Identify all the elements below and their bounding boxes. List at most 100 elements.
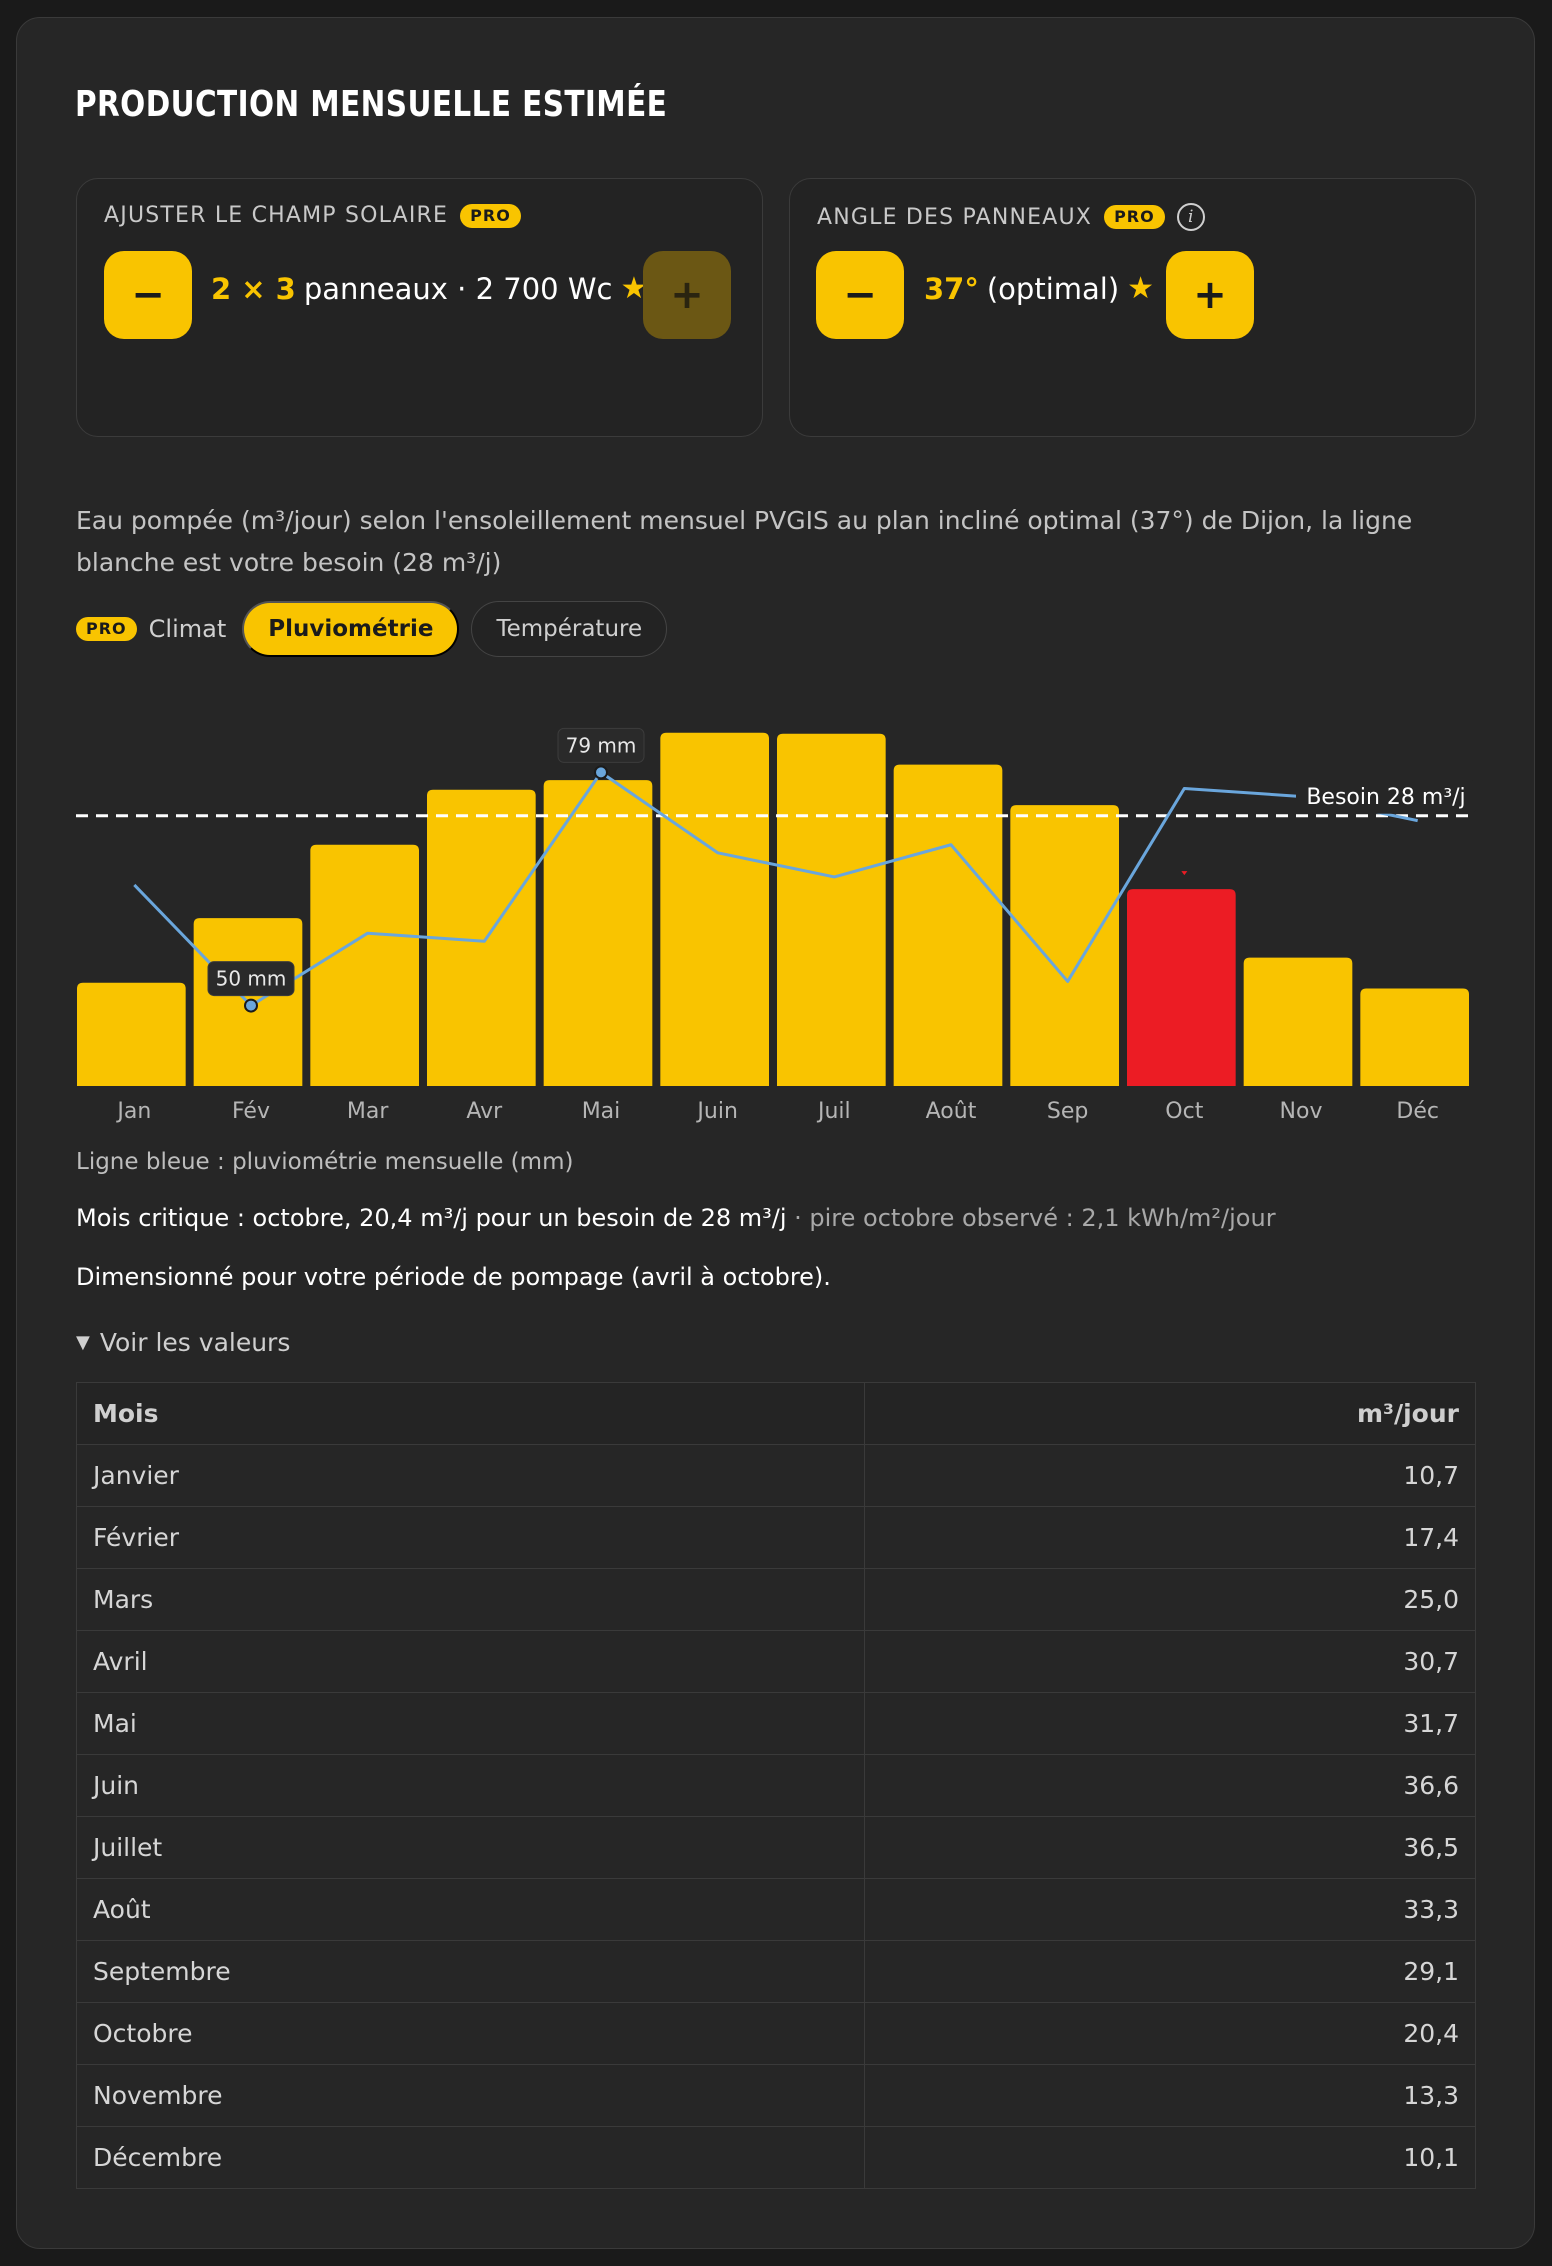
cell-month: Février xyxy=(76,1506,865,1569)
x-tick-label: Avr xyxy=(466,1099,503,1124)
x-tick-label: Juin xyxy=(695,1099,738,1124)
pro-badge: PRO xyxy=(76,617,137,641)
table-row: Juillet 36,5 xyxy=(76,1816,1476,1879)
x-tick-label: Août xyxy=(926,1099,977,1124)
cell-month: Octobre xyxy=(76,2002,865,2065)
cell-value: 33,3 xyxy=(864,1878,1476,1941)
star-icon: ★ xyxy=(1127,271,1155,306)
cell-value: 25,0 xyxy=(864,1568,1476,1631)
x-tick-label: Déc xyxy=(1396,1099,1439,1124)
increase-angle-button[interactable]: + xyxy=(1166,251,1254,339)
table-row: Janvier 10,7 xyxy=(76,1444,1476,1507)
rain-min-tooltip-bg xyxy=(207,961,295,997)
angle-label: ANGLE DES PANNEAUX xyxy=(817,204,1093,230)
need-label-bg xyxy=(1296,779,1476,814)
header-value: m³/jour xyxy=(864,1382,1476,1445)
table-row: Mars 25,0 xyxy=(76,1568,1476,1631)
rainfall-line xyxy=(133,770,1418,1008)
angle-value: 37° (optimal) ★ xyxy=(924,271,1154,306)
table-row: Février 17,4 xyxy=(76,1506,1476,1569)
cell-value: 36,5 xyxy=(864,1816,1476,1879)
pro-badge: PRO xyxy=(1104,205,1165,229)
cell-month: Avril xyxy=(76,1630,865,1693)
chart-bar xyxy=(77,982,186,1086)
x-tick-label: Nov xyxy=(1280,1099,1323,1124)
x-tick-label: Sep xyxy=(1047,1099,1088,1124)
critical-main: Mois critique : octobre, 20,4 m³/j pour … xyxy=(76,1204,787,1232)
chart-legend-note: Ligne bleue : pluviométrie mensuelle (mm… xyxy=(76,1149,574,1175)
decrease-panels-button[interactable]: − xyxy=(104,251,192,339)
need-label: Besoin 28 m³/j xyxy=(1306,785,1465,810)
critical-marker-icon xyxy=(1181,871,1188,876)
rain-min-tooltip: 50 mm xyxy=(216,967,287,991)
cell-month: Juillet xyxy=(76,1816,865,1879)
cell-month: Mai xyxy=(76,1692,865,1755)
panel-angle-panel: ANGLE DES PANNEAUX PRO i − 37° (optimal)… xyxy=(789,178,1476,437)
pro-badge: PRO xyxy=(460,203,521,228)
chart-description: Eau pompée (m³/jour) selon l'ensoleillem… xyxy=(76,506,1413,577)
values-table: Mois m³/jour Janvier 10,7 Février 17,4 Mars 2… xyxy=(76,1382,1476,2189)
show-values-label: Voir les valeurs xyxy=(99,1328,291,1357)
table-row: Août 33,3 xyxy=(76,1878,1476,1941)
table-row: Juin 36,6 xyxy=(76,1754,1476,1817)
cell-month: Novembre xyxy=(76,2064,865,2127)
chart-bar xyxy=(1127,889,1236,1086)
solar-field-label: AJUSTER LE CHAMP SOLAIRE xyxy=(104,203,449,228)
angle-degrees: 37° xyxy=(924,271,979,306)
cell-value: 29,1 xyxy=(864,1940,1476,2003)
tab-pluviometrie[interactable]: Pluviométrie xyxy=(242,601,460,657)
panels-count: 2 × 3 xyxy=(211,271,296,306)
triangle-down-icon: ▼ xyxy=(76,1332,90,1353)
table-row: Décembre 10,1 xyxy=(76,2126,1476,2189)
chart-bar xyxy=(1360,988,1469,1086)
show-values-toggle[interactable]: ▼ Voir les valeurs xyxy=(76,1328,290,1357)
rain-max-point xyxy=(594,765,608,780)
solar-field-panel: AJUSTER LE CHAMP SOLAIRE PRO − 2 × 3 pan… xyxy=(76,178,763,437)
tab-temperature[interactable]: Température xyxy=(471,601,668,657)
monthly-production-chart: Jan Fév Mar Avr Mai Juin Juil Août Sep Oct Nov Déc B… xyxy=(76,727,1476,1124)
panels-value: 2 × 3 panneaux · 2 700 Wc ★ xyxy=(211,271,647,306)
header-month: Mois xyxy=(76,1382,865,1445)
climate-toggle-row: PRO Climat Pluviométrie Température xyxy=(76,601,668,657)
cell-value: 31,7 xyxy=(864,1692,1476,1755)
critical-secondary: · pire octobre observé : 2,1 kWh/m²/jour xyxy=(786,1204,1276,1232)
table-row: Avril 30,7 xyxy=(76,1630,1476,1693)
x-tick-label: Jan xyxy=(115,1099,151,1124)
rain-min-point xyxy=(244,998,258,1013)
chart-bar xyxy=(1010,805,1119,1086)
cell-value: 10,7 xyxy=(864,1444,1476,1507)
increase-panels-button[interactable]: + xyxy=(643,251,731,339)
cell-value: 30,7 xyxy=(864,1630,1476,1693)
cell-value: 10,1 xyxy=(864,2126,1476,2189)
cell-month: Août xyxy=(76,1878,865,1941)
cell-month: Juin xyxy=(76,1754,865,1817)
page-title: Production mensuelle estimée xyxy=(75,84,668,125)
chart-bar xyxy=(893,764,1003,1086)
table-row: Septembre 29,1 xyxy=(76,1940,1476,2003)
x-tick-label: Juil xyxy=(816,1099,851,1124)
panels-power: panneaux · 2 700 Wc xyxy=(303,271,613,306)
chart-bar xyxy=(1243,957,1353,1086)
table-header-row: Mois m³/jour xyxy=(76,1382,1476,1445)
cell-value: 17,4 xyxy=(864,1506,1476,1569)
x-tick-label: Oct xyxy=(1165,1099,1203,1124)
cell-month: Janvier xyxy=(76,1444,865,1507)
table-row: Novembre 13,3 xyxy=(76,2064,1476,2127)
rain-max-tooltip: 79 mm xyxy=(566,733,637,757)
chart-bar xyxy=(543,780,653,1086)
info-icon[interactable]: i xyxy=(1176,203,1205,231)
decrease-angle-button[interactable]: − xyxy=(816,251,904,339)
chart-bar xyxy=(660,732,769,1086)
cell-month: Décembre xyxy=(76,2126,865,2189)
chart-bar xyxy=(777,733,886,1086)
angle-optimal: (optimal) xyxy=(986,271,1120,306)
x-tick-label: Mar xyxy=(347,1099,389,1124)
cell-value: 36,6 xyxy=(864,1754,1476,1817)
sizing-note: Dimensionné pour votre période de pompag… xyxy=(76,1263,831,1291)
cell-value: 13,3 xyxy=(864,2064,1476,2127)
chart-bar xyxy=(427,789,536,1086)
angle-label-row: ANGLE DES PANNEAUX PRO i xyxy=(817,203,1205,231)
rain-max-tooltip-bg xyxy=(557,727,645,763)
critical-month-text: Mois critique : octobre, 20,4 m³/j pour … xyxy=(76,1204,1276,1232)
cell-value: 20,4 xyxy=(864,2002,1476,2065)
